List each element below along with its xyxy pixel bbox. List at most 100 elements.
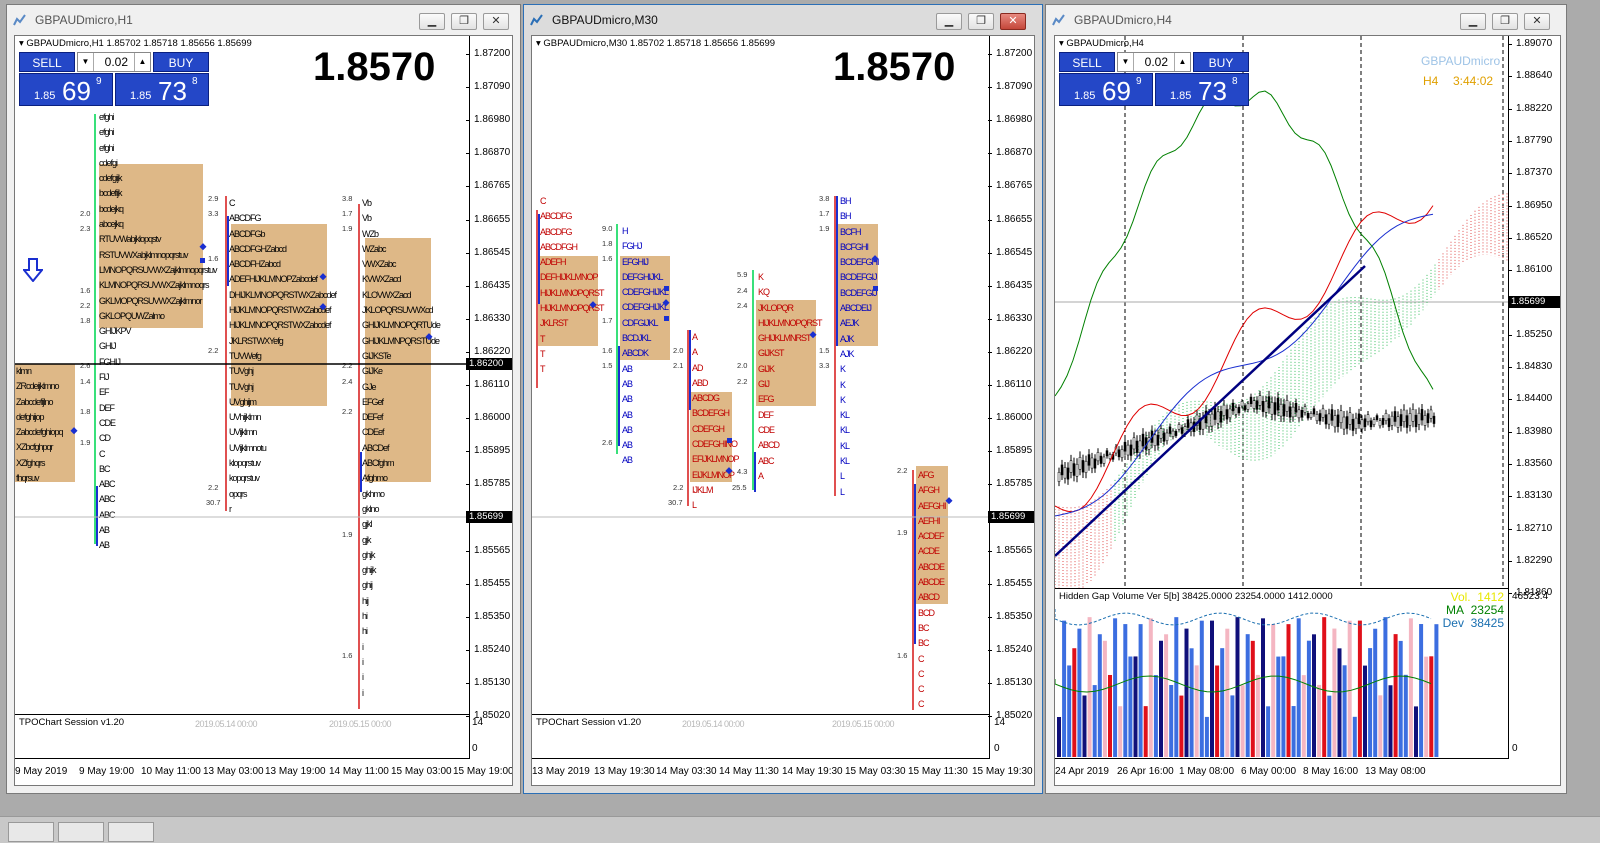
- sell-button[interactable]: SELL: [19, 52, 75, 72]
- ask-quote[interactable]: 1.85 73 8: [1155, 73, 1249, 106]
- title-bar[interactable]: GBPAUDmicro,H4 ▁ ❐ ✕: [1046, 5, 1566, 35]
- price-tick: 1.87200: [987, 48, 1033, 59]
- indicator-subwindow[interactable]: TPOChart Session v1.20 2019.05.14 00:00 …: [532, 715, 990, 759]
- price-tick: 1.89070: [1507, 38, 1553, 49]
- price-tick: 1.86520: [1507, 231, 1553, 243]
- minimize-button[interactable]: ▁: [1460, 13, 1486, 30]
- tpo-stat: 4.3: [737, 467, 748, 476]
- lot-up-icon[interactable]: ▲: [134, 53, 150, 71]
- chart-window-h4[interactable]: GBPAUDmicro,H4 ▁ ❐ ✕ ▾ GBPAUDmicro,H4 GB…: [1045, 4, 1567, 794]
- price-tick: 1.82290: [1507, 554, 1553, 566]
- tpo-stat: 9.0: [602, 224, 613, 233]
- time-tick: 13 May 19:30: [594, 766, 655, 777]
- main-plot[interactable]: ▾ GBPAUDmicro,M30 1.85702 1.85718 1.8565…: [532, 36, 990, 715]
- value-area-box: [538, 256, 598, 346]
- lot-size-field[interactable]: ▼ 0.02 ▲: [1117, 52, 1191, 72]
- maximize-button[interactable]: ❐: [968, 13, 994, 30]
- indicator-title: TPOChart Session v1.20: [536, 717, 642, 728]
- main-plot[interactable]: ▾ GBPAUDmicro,H4 GBPAUDmicro H4 3:44:02 …: [1055, 36, 1509, 589]
- tpo-stat: 3.8: [819, 194, 830, 203]
- price-tick: 1.85565: [987, 544, 1033, 556]
- price-tick: 1.87790: [1507, 134, 1553, 146]
- current-price-large: 1.8570: [313, 45, 436, 89]
- title-bar[interactable]: GBPAUDmicro,M30 ▁ ❐ ✕: [524, 5, 1042, 35]
- lot-size-field[interactable]: ▼ 0.02 ▲: [77, 52, 151, 72]
- price-tick: 1.88220: [1507, 102, 1553, 114]
- close-button[interactable]: ✕: [1524, 13, 1550, 30]
- minimize-button[interactable]: ▁: [419, 13, 445, 30]
- bid-quote[interactable]: 1.85 69 9: [1059, 73, 1153, 106]
- price-tick: 1.85130: [465, 676, 511, 688]
- tpo-stat: 2.2: [897, 466, 908, 475]
- sub-scale-max: 46523.4: [1512, 591, 1549, 602]
- tpo-stat: 1.6: [342, 651, 353, 660]
- lot-up-icon[interactable]: ▲: [1174, 53, 1190, 71]
- ask-pipette: 8: [1232, 76, 1238, 87]
- time-scale[interactable]: 9 May 2019 9 May 19:00 10 May 11:00 13 May …: [15, 759, 512, 785]
- time-tick: 1 May 08:00: [1179, 766, 1235, 777]
- volume-subwindow[interactable]: Hidden Gap Volume Ver 5[b] 38425.0000 23…: [1055, 589, 1509, 759]
- lot-value[interactable]: 0.02: [104, 55, 128, 69]
- value-area-box: [365, 238, 431, 482]
- tpo-stat: 2.0: [80, 209, 91, 218]
- time-tick: 10 May 11:00: [141, 766, 201, 777]
- price-scale[interactable]: 1.87200 1.87090 1.86980 1.86870 1.86765 1.866…: [465, 36, 512, 759]
- tpo-stat: 1.7: [602, 316, 613, 325]
- tpo-stat: 1.8: [602, 239, 613, 248]
- time-tick: 14 May 19:30: [782, 766, 843, 777]
- price-scale[interactable]: 1.87200 1.87090 1.86980 1.86870 1.86765 1.866…: [987, 36, 1034, 759]
- maximize-button[interactable]: ❐: [451, 13, 477, 30]
- lot-dropdown-icon[interactable]: ▼: [78, 53, 94, 71]
- time-scale[interactable]: 13 May 2019 13 May 19:30 14 May 03:30 14 Ma…: [532, 759, 1034, 785]
- profile-line: [912, 470, 914, 710]
- tpo-stat: 1.9: [897, 528, 908, 537]
- profile-line: [687, 330, 689, 506]
- time-tick: 13 May 2019: [532, 766, 590, 777]
- ask-prefix: 1.85: [1170, 90, 1192, 102]
- close-button[interactable]: ✕: [483, 13, 509, 30]
- close-button[interactable]: ✕: [1000, 13, 1026, 30]
- tpo-stat: 1.5: [819, 346, 830, 355]
- chart-tab[interactable]: [8, 822, 54, 842]
- sell-button[interactable]: SELL: [1059, 52, 1115, 72]
- maximize-button[interactable]: ❐: [1492, 13, 1518, 30]
- chart-tab[interactable]: [58, 822, 104, 842]
- indicator-subwindow[interactable]: TPOChart Session v1.20 2019.05.14 00:00 …: [15, 715, 470, 759]
- value-area-box: [99, 164, 203, 328]
- profile-line: [914, 484, 916, 644]
- price-tick: 1.87090: [465, 81, 511, 93]
- tpo-profile: A A AD ABD ABCDG BCDEFGH CDEFGH CDEFGHIN…: [692, 332, 740, 511]
- lot-dropdown-icon[interactable]: ▼: [1118, 53, 1134, 71]
- chart-area[interactable]: ▾ GBPAUDmicro,M30 1.85702 1.85718 1.8565…: [531, 35, 1035, 786]
- tpo-stat: 1.5: [602, 361, 613, 370]
- tpo-stat: 1.7: [819, 209, 830, 218]
- volume-histogram: [1055, 609, 1439, 757]
- lot-value[interactable]: 0.02: [1144, 55, 1168, 69]
- chart-window-h1[interactable]: GBPAUDmicro,H1 ▁ ❐ ✕ ▾ GBPAUDmicro,H1 1.…: [6, 4, 521, 794]
- chart-area[interactable]: ▾ GBPAUDmicro,H4 GBPAUDmicro H4 3:44:02 …: [1054, 35, 1561, 786]
- chart-area[interactable]: ▾ GBPAUDmicro,H1 1.85702 1.85718 1.85656…: [14, 35, 513, 786]
- chart-window-m30[interactable]: GBPAUDmicro,M30 ▁ ❐ ✕ ▾ GBPAUDmicro,M30 …: [523, 4, 1043, 794]
- buy-button[interactable]: BUY: [153, 52, 209, 72]
- tpo-profile: AFG AFGH AEFGHI AEFHI ACDEF ACDE ABCDE A…: [918, 470, 946, 710]
- price-tick: 1.83130: [1507, 490, 1553, 502]
- window-title: GBPAUDmicro,H4: [1074, 13, 1172, 27]
- time-scale[interactable]: 24 Apr 2019 26 Apr 16:00 1 May 08:00 6 May …: [1055, 759, 1560, 785]
- profile-line: [96, 486, 98, 546]
- tpo-profile: C ABCDFG ABCDFG ABCDFGH ADEFH DEFHIJKLMN…: [540, 196, 605, 375]
- price-tick: 1.86655: [465, 213, 511, 225]
- price-tick: 1.86870: [987, 147, 1033, 159]
- chart-tab[interactable]: [108, 822, 154, 842]
- ask-quote[interactable]: 1.85 73 8: [115, 73, 209, 106]
- price-tick: 1.88640: [1507, 70, 1553, 82]
- tpo-stat: 2.0: [673, 346, 684, 355]
- buy-button[interactable]: BUY: [1193, 52, 1249, 72]
- price-scale[interactable]: 1.89070 1.88640 1.88220 1.87790 1.87370 1.869…: [1507, 36, 1560, 598]
- main-plot[interactable]: ▾ GBPAUDmicro,H1 1.85702 1.85718 1.85656…: [15, 36, 470, 715]
- bid-quote[interactable]: 1.85 69 9: [19, 73, 113, 106]
- tpo-stat: 1.9: [80, 438, 91, 447]
- title-bar[interactable]: GBPAUDmicro,H1 ▁ ❐ ✕: [7, 5, 520, 35]
- tpo-stat: 1.4: [80, 377, 91, 386]
- minimize-button[interactable]: ▁: [936, 13, 962, 30]
- time-tick: 14 May 11:30: [719, 766, 779, 777]
